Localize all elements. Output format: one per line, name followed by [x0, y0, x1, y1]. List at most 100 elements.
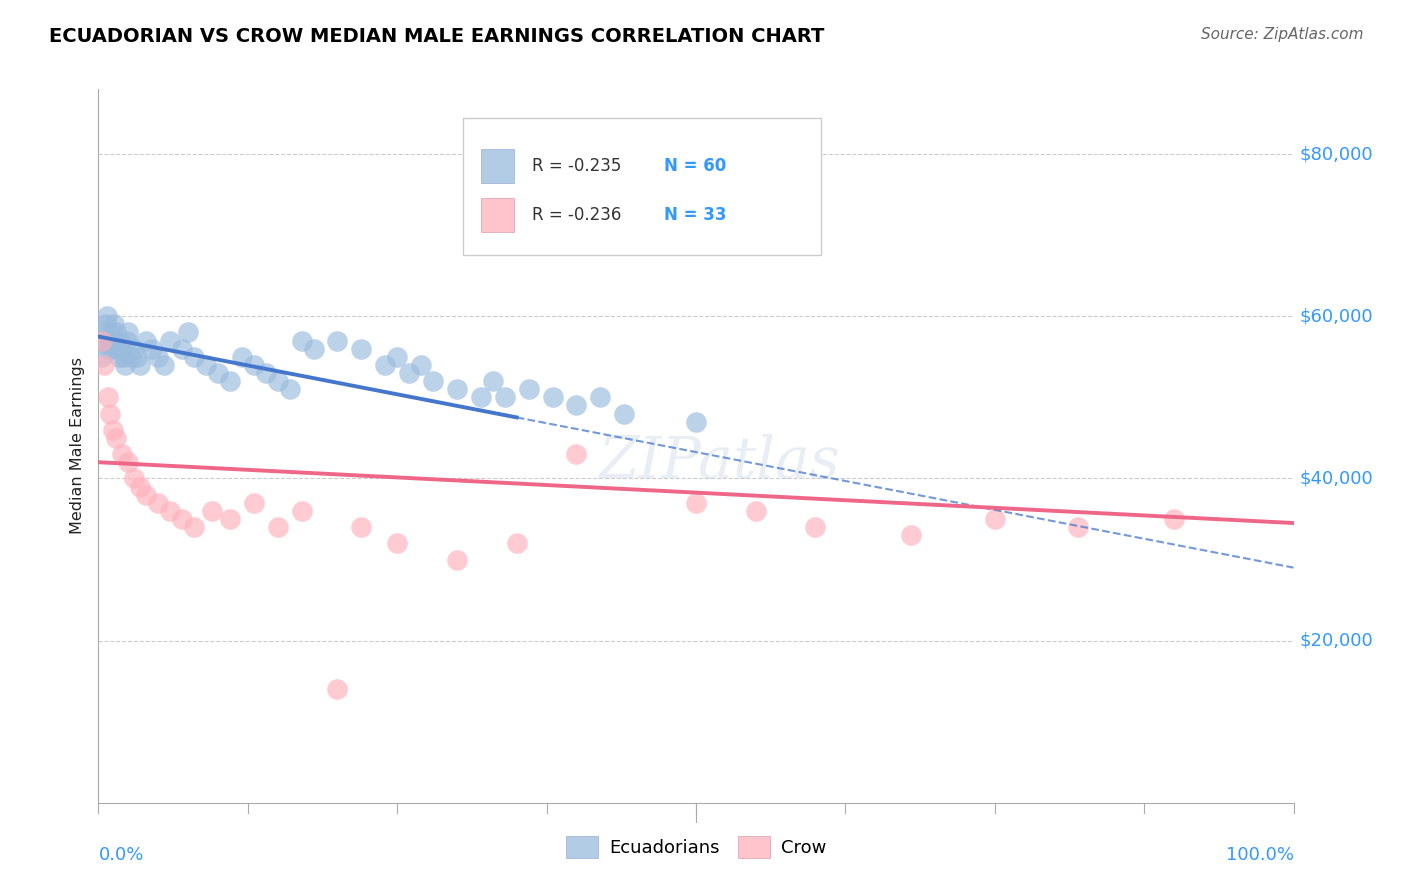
Text: N = 33: N = 33: [664, 206, 727, 224]
Point: [120, 350, 142, 364]
Point: [446, 382, 468, 396]
Point: [589, 390, 612, 404]
FancyBboxPatch shape: [463, 118, 821, 255]
Point: [91, 334, 114, 348]
Point: [117, 326, 139, 340]
Point: [398, 366, 420, 380]
Point: [124, 342, 146, 356]
Point: [745, 504, 768, 518]
Point: [104, 334, 127, 348]
Point: [385, 350, 409, 364]
Point: [98, 326, 122, 340]
Point: [385, 536, 409, 550]
Point: [411, 358, 433, 372]
Point: [97, 390, 120, 404]
Point: [172, 512, 194, 526]
Point: [94, 318, 117, 332]
Point: [267, 374, 290, 388]
Y-axis label: Median Male Earnings: Median Male Earnings: [69, 358, 84, 534]
Point: [115, 334, 138, 348]
Point: [231, 350, 253, 364]
Point: [613, 407, 636, 421]
Point: [267, 520, 290, 534]
Bar: [481, 198, 515, 232]
Point: [111, 447, 134, 461]
Point: [117, 455, 139, 469]
Point: [470, 390, 492, 404]
Point: [101, 423, 124, 437]
Point: [326, 682, 349, 697]
Point: [153, 358, 176, 372]
Text: N = 60: N = 60: [664, 157, 725, 175]
Point: [172, 342, 194, 356]
Point: [219, 512, 242, 526]
Point: [108, 334, 131, 348]
Point: [107, 342, 129, 356]
Point: [129, 479, 152, 493]
Point: [326, 334, 349, 348]
Text: R = -0.236: R = -0.236: [533, 206, 621, 224]
Point: [565, 447, 588, 461]
Legend: Ecuadorians, Crow: Ecuadorians, Crow: [558, 829, 834, 865]
Point: [494, 390, 516, 404]
Point: [804, 520, 827, 534]
Point: [1067, 520, 1090, 534]
Point: [105, 326, 128, 340]
Point: [446, 552, 468, 566]
Point: [135, 488, 157, 502]
Point: [183, 350, 205, 364]
Point: [135, 334, 157, 348]
Point: [105, 431, 128, 445]
Point: [98, 407, 122, 421]
Point: [541, 390, 564, 404]
Point: [111, 342, 134, 356]
Point: [159, 334, 181, 348]
Text: $20,000: $20,000: [1299, 632, 1374, 649]
Point: [350, 342, 373, 356]
Point: [97, 334, 120, 348]
Point: [148, 496, 170, 510]
Text: $40,000: $40,000: [1299, 469, 1374, 487]
Point: [91, 334, 114, 348]
Point: [984, 512, 1007, 526]
Point: [159, 504, 181, 518]
Point: [254, 366, 277, 380]
Point: [685, 415, 707, 429]
Point: [148, 350, 170, 364]
Text: R = -0.235: R = -0.235: [533, 157, 621, 175]
Text: 100.0%: 100.0%: [1226, 846, 1294, 863]
Point: [278, 382, 301, 396]
Point: [93, 326, 115, 340]
Text: ZIPatlas: ZIPatlas: [599, 434, 841, 491]
Point: [207, 366, 229, 380]
Point: [1163, 512, 1185, 526]
Point: [243, 496, 266, 510]
Text: ECUADORIAN VS CROW MEDIAN MALE EARNINGS CORRELATION CHART: ECUADORIAN VS CROW MEDIAN MALE EARNINGS …: [49, 27, 824, 45]
Text: $60,000: $60,000: [1299, 307, 1374, 326]
Point: [482, 374, 505, 388]
Point: [183, 520, 205, 534]
Text: 0.0%: 0.0%: [98, 846, 143, 863]
Point: [302, 342, 325, 356]
Point: [98, 342, 121, 356]
Text: $80,000: $80,000: [1299, 145, 1374, 163]
Point: [96, 310, 118, 324]
Point: [900, 528, 922, 542]
Point: [103, 318, 125, 332]
Point: [243, 358, 266, 372]
Point: [291, 504, 314, 518]
Point: [177, 326, 200, 340]
Point: [141, 342, 163, 356]
Point: [112, 350, 135, 364]
Point: [100, 334, 122, 348]
Point: [91, 350, 114, 364]
Point: [124, 471, 146, 485]
Point: [107, 350, 129, 364]
Point: [350, 520, 373, 534]
Point: [291, 334, 314, 348]
Point: [219, 374, 242, 388]
Point: [685, 496, 707, 510]
Point: [506, 536, 529, 550]
Point: [93, 358, 115, 372]
Bar: [481, 149, 515, 183]
